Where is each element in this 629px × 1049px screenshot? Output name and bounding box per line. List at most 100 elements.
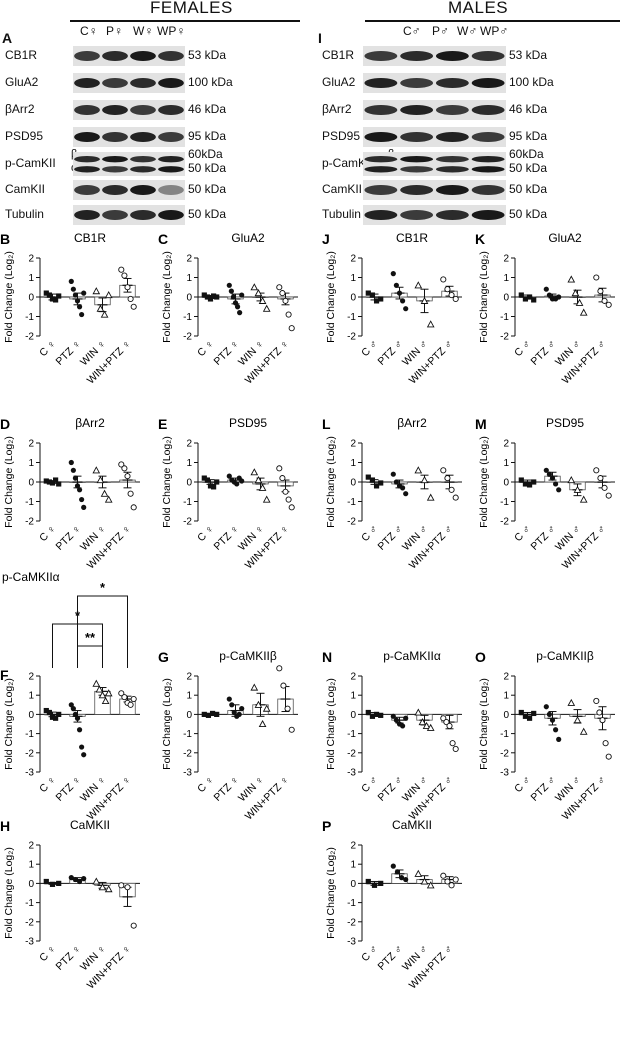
data-point xyxy=(118,690,125,697)
y-tick-label: -2 xyxy=(347,748,356,759)
data-point xyxy=(70,467,76,473)
chart-title: GluA2 xyxy=(548,231,582,245)
y-axis-label: Fold Change (Log₂) xyxy=(3,251,15,343)
blot-band xyxy=(364,105,398,115)
panel-label: I xyxy=(318,30,322,46)
chart-title: βArr2 xyxy=(397,416,427,430)
data-point xyxy=(378,296,384,302)
data-point xyxy=(452,876,459,883)
data-point xyxy=(400,723,406,729)
y-tick-label: 0 xyxy=(28,478,34,489)
y-tick-label: -1 xyxy=(25,729,34,740)
y-tick-label: -1 xyxy=(183,729,192,740)
data-point xyxy=(403,876,409,883)
lane-label: C♂ xyxy=(403,24,421,38)
data-point xyxy=(567,275,576,283)
y-axis-label: Fold Change (Log₂) xyxy=(161,436,173,528)
data-point xyxy=(124,473,131,480)
data-point xyxy=(579,727,588,735)
lane-label: P♂ xyxy=(432,24,450,38)
y-tick-label: -2 xyxy=(25,917,34,928)
x-tick-label: C ♀ xyxy=(195,774,216,795)
chart-title: GluA2 xyxy=(231,231,265,245)
x-tick-label: C ♀ xyxy=(195,338,216,359)
data-point xyxy=(573,485,582,493)
data-point xyxy=(214,711,220,717)
blot-strip xyxy=(363,152,506,176)
data-point xyxy=(526,482,533,488)
significance-bracket xyxy=(77,645,103,668)
y-tick-label: 2 xyxy=(28,841,34,852)
data-point xyxy=(403,306,409,312)
data-point xyxy=(118,461,125,468)
panel-letter: P xyxy=(322,818,331,834)
y-tick-label: 2 xyxy=(503,254,509,265)
data-point xyxy=(282,297,289,304)
blot-band xyxy=(400,156,434,163)
y-tick-label: -2 xyxy=(183,332,192,343)
y-axis-label: Fold Change (Log₂) xyxy=(478,251,490,343)
blot-band xyxy=(364,78,398,88)
blot-background xyxy=(73,205,185,225)
blot-background xyxy=(363,100,506,120)
y-tick-label: 0 xyxy=(350,879,356,890)
molecular-weight-label: 50 kDa xyxy=(509,161,548,175)
data-point xyxy=(130,695,137,703)
blot-row-label: βArr2 xyxy=(5,102,35,116)
blot-band xyxy=(471,51,505,61)
data-point xyxy=(98,883,107,891)
blot-band xyxy=(364,166,398,173)
blot-band xyxy=(471,78,505,88)
data-point xyxy=(236,711,242,717)
y-axis-label: Fold Change (Log₂) xyxy=(3,436,15,528)
y-tick-label: -3 xyxy=(183,768,192,779)
y-tick-label: -1 xyxy=(183,312,192,323)
blot-row-label: Tubulin xyxy=(322,207,361,221)
data-point xyxy=(365,290,371,296)
figure: FEMALES MALES A C♀ P♀ W♀ WP♀ CB1R 53 kDa GluA2 1… xyxy=(0,0,620,992)
data-point xyxy=(43,707,49,714)
data-point xyxy=(373,483,380,489)
blot-band xyxy=(74,166,100,173)
blot-band xyxy=(435,166,469,173)
blot-band xyxy=(400,132,434,142)
y-tick-label: 0 xyxy=(350,293,356,304)
data-point xyxy=(121,465,128,472)
data-point xyxy=(124,284,131,291)
x-tick-label: PTZ ♀ xyxy=(53,338,83,368)
y-tick-label: 1 xyxy=(350,691,356,702)
data-point xyxy=(46,479,52,485)
data-point xyxy=(204,477,210,483)
y-tick-label: 2 xyxy=(28,672,34,683)
data-point xyxy=(72,876,79,883)
panel-letter: C xyxy=(158,231,168,247)
molecular-weight-label: 50 kDa xyxy=(509,182,548,196)
y-tick-label: 0 xyxy=(28,710,34,721)
data-point xyxy=(43,478,49,484)
data-point xyxy=(394,869,401,875)
blot-band xyxy=(435,51,469,61)
data-point xyxy=(279,475,286,482)
data-point xyxy=(549,717,556,723)
blot-band xyxy=(435,210,469,220)
blot-band xyxy=(435,78,469,88)
data-point xyxy=(234,481,240,487)
blot-band xyxy=(158,78,184,88)
chart-title: CB1R xyxy=(396,231,428,245)
data-point xyxy=(127,490,134,497)
data-point xyxy=(226,282,232,288)
molecular-weight-label: 50 kDa xyxy=(188,207,227,221)
data-point xyxy=(543,704,549,710)
significance-bracket xyxy=(77,595,128,668)
blot-row-label: Tubulin xyxy=(5,207,44,221)
blot-band xyxy=(400,185,434,195)
molecular-weight-label: 46 kDa xyxy=(188,102,227,116)
blot-band xyxy=(400,105,434,115)
data-point xyxy=(446,722,453,729)
data-point xyxy=(43,290,49,296)
data-point xyxy=(546,471,552,477)
data-point xyxy=(390,271,396,277)
data-point xyxy=(543,467,549,473)
blot-background xyxy=(73,73,185,93)
